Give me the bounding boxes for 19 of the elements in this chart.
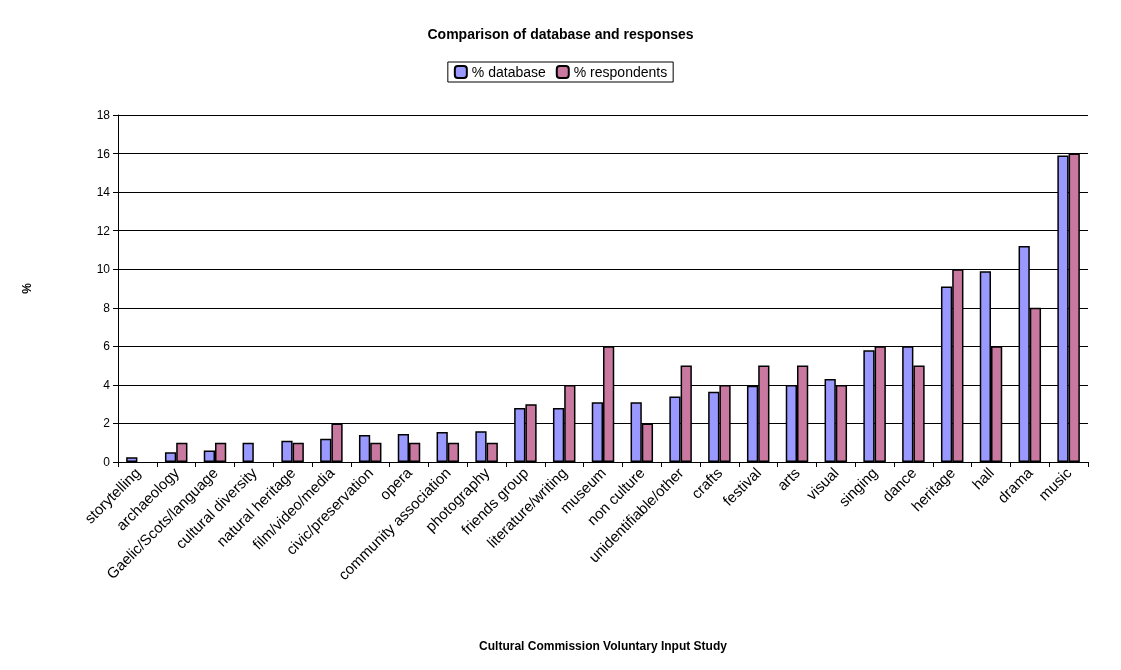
y-tick-label: 8 bbox=[103, 300, 111, 315]
y-tick-label: 16 bbox=[96, 146, 111, 161]
y-tick-label: 12 bbox=[96, 223, 111, 238]
bar bbox=[242, 442, 254, 462]
bar bbox=[126, 457, 138, 462]
y-tick-label: 6 bbox=[103, 339, 111, 354]
legend-label: % respondents bbox=[573, 64, 668, 80]
x-tick-label: hall bbox=[968, 463, 998, 493]
y-tick-label: 10 bbox=[96, 262, 111, 277]
y-axis-title: % bbox=[20, 282, 34, 294]
y-tick-label: 4 bbox=[103, 377, 111, 392]
y-tick-label: 18 bbox=[96, 108, 111, 122]
y-tick-label: 14 bbox=[96, 185, 111, 200]
y-tick-label: 2 bbox=[103, 416, 111, 431]
x-axis-title: Cultural Commission Voluntary Input Study bbox=[479, 639, 728, 653]
y-tick-label: 0 bbox=[103, 455, 111, 469]
chart-title: Comparison of database and responses bbox=[427, 26, 694, 42]
legend-label: % database bbox=[471, 64, 546, 80]
x-tick-label: arts bbox=[773, 463, 804, 494]
